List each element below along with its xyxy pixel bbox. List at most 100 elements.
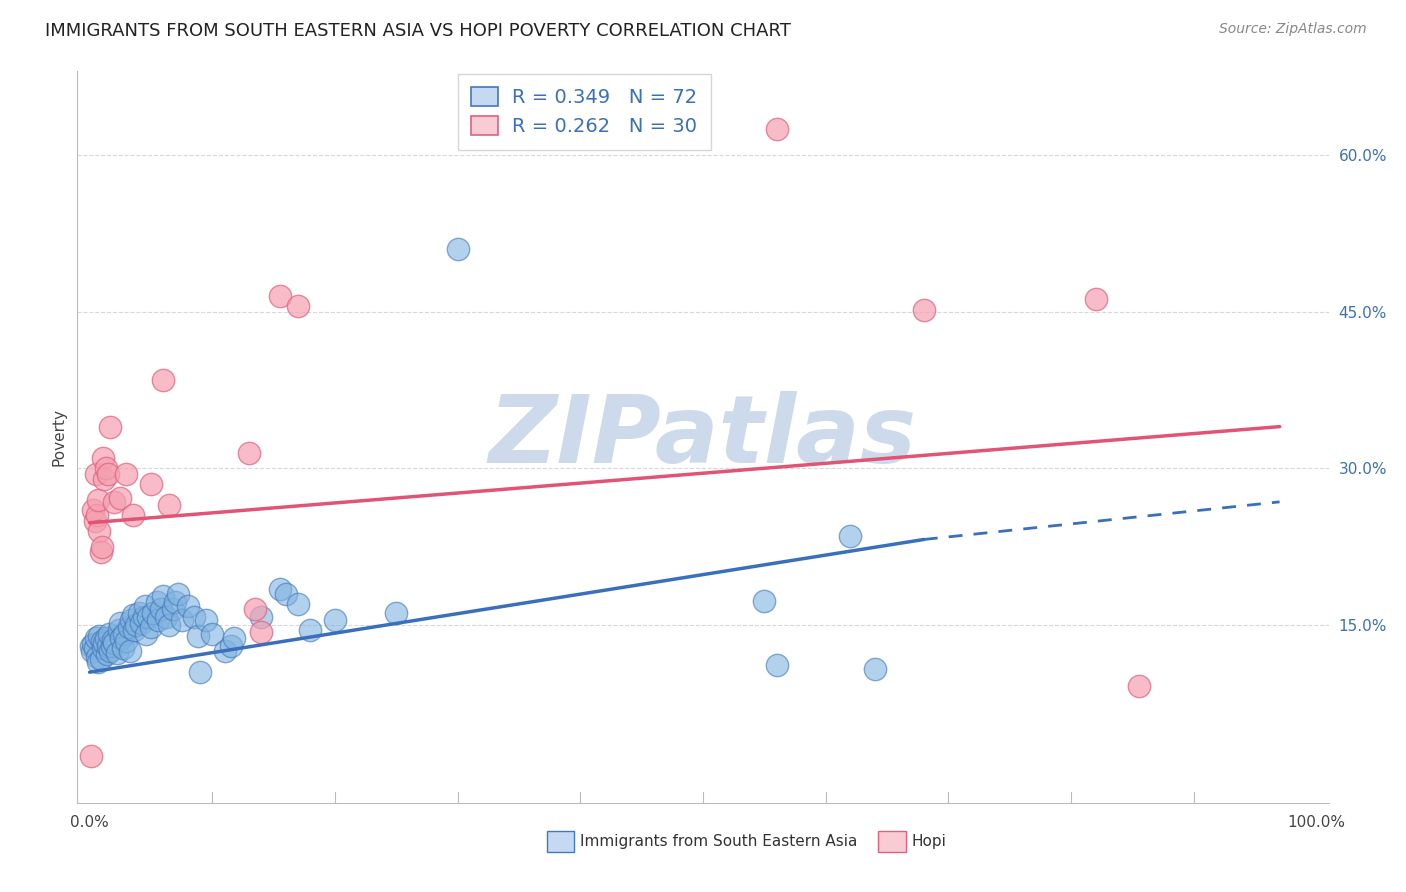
Point	[100, 644, 122, 658]
Point	[100, 639, 122, 653]
Point	[148, 613, 170, 627]
Point	[90, 545, 112, 559]
Point	[170, 613, 193, 627]
Point	[105, 646, 128, 660]
Point	[224, 631, 246, 645]
Point	[323, 613, 346, 627]
Point	[100, 419, 122, 434]
Point	[1084, 292, 1107, 306]
Point	[93, 636, 115, 650]
Point	[125, 618, 148, 632]
Point	[121, 607, 143, 622]
Bar	[879, 831, 905, 852]
Point	[152, 589, 174, 603]
Text: Hopi: Hopi	[912, 834, 946, 849]
Point	[89, 524, 111, 538]
Point	[139, 477, 162, 491]
Point	[94, 631, 117, 645]
Point	[87, 655, 110, 669]
Point	[112, 626, 135, 640]
Point	[152, 373, 174, 387]
Point	[80, 639, 103, 653]
Point	[98, 626, 121, 640]
Point	[101, 632, 124, 647]
Legend: R = 0.349   N = 72, R = 0.262   N = 30: R = 0.349 N = 72, R = 0.262 N = 30	[457, 74, 710, 150]
Point	[89, 629, 111, 643]
Point	[128, 606, 150, 620]
Point	[122, 624, 145, 638]
Point	[219, 639, 242, 653]
Point	[97, 467, 120, 481]
Point	[93, 472, 115, 486]
Point	[765, 657, 787, 672]
Point	[97, 639, 120, 653]
Point	[188, 665, 211, 680]
Point	[90, 540, 112, 554]
Point	[86, 508, 108, 523]
Point	[754, 594, 776, 608]
Point	[142, 606, 165, 620]
Point	[195, 613, 218, 627]
Point	[120, 644, 142, 658]
Bar	[547, 831, 574, 852]
Point	[115, 467, 138, 481]
Point	[135, 626, 157, 640]
Point	[269, 289, 291, 303]
Point	[80, 644, 103, 658]
Point	[129, 616, 152, 631]
Point	[299, 624, 322, 638]
Point	[250, 625, 273, 640]
Point	[121, 508, 143, 523]
Point	[287, 300, 309, 314]
Point	[157, 618, 180, 632]
Point	[84, 467, 107, 481]
Point	[250, 609, 273, 624]
Point	[80, 748, 103, 763]
Point	[269, 582, 291, 596]
Point	[134, 599, 156, 614]
Point	[167, 587, 190, 601]
Text: Source: ZipAtlas.com: Source: ZipAtlas.com	[1219, 22, 1367, 37]
Text: Immigrants from South Eastern Asia: Immigrants from South Eastern Asia	[581, 834, 858, 849]
Point	[118, 620, 141, 634]
Point	[446, 242, 468, 256]
Point	[83, 641, 105, 656]
Point	[238, 446, 260, 460]
Text: ZIPatlas: ZIPatlas	[489, 391, 917, 483]
Point	[82, 503, 104, 517]
Point	[132, 609, 155, 624]
Point	[115, 633, 138, 648]
Point	[94, 461, 117, 475]
Point	[138, 609, 160, 624]
Point	[110, 491, 132, 505]
Point	[149, 602, 172, 616]
Point	[83, 514, 105, 528]
Point	[84, 631, 107, 645]
Point	[385, 606, 408, 620]
Point	[146, 595, 169, 609]
Y-axis label: Poverty: Poverty	[51, 408, 66, 467]
Point	[165, 595, 187, 609]
Point	[201, 626, 224, 640]
Point	[1128, 679, 1150, 693]
Point	[187, 629, 209, 643]
Point	[162, 602, 184, 616]
Point	[82, 637, 104, 651]
Point	[287, 597, 309, 611]
Point	[177, 599, 200, 614]
Point	[912, 302, 935, 317]
Text: IMMIGRANTS FROM SOUTH EASTERN ASIA VS HOPI POVERTY CORRELATION CHART: IMMIGRANTS FROM SOUTH EASTERN ASIA VS HO…	[45, 22, 790, 40]
Point	[90, 633, 112, 648]
Point	[96, 648, 118, 662]
Point	[155, 609, 177, 624]
Point	[111, 641, 134, 656]
Point	[91, 641, 114, 656]
Point	[863, 662, 886, 676]
Point	[120, 613, 142, 627]
Point	[110, 616, 132, 631]
Point	[245, 602, 267, 616]
Point	[110, 631, 132, 645]
Point	[183, 609, 205, 624]
Point	[139, 620, 162, 634]
Point	[765, 121, 787, 136]
